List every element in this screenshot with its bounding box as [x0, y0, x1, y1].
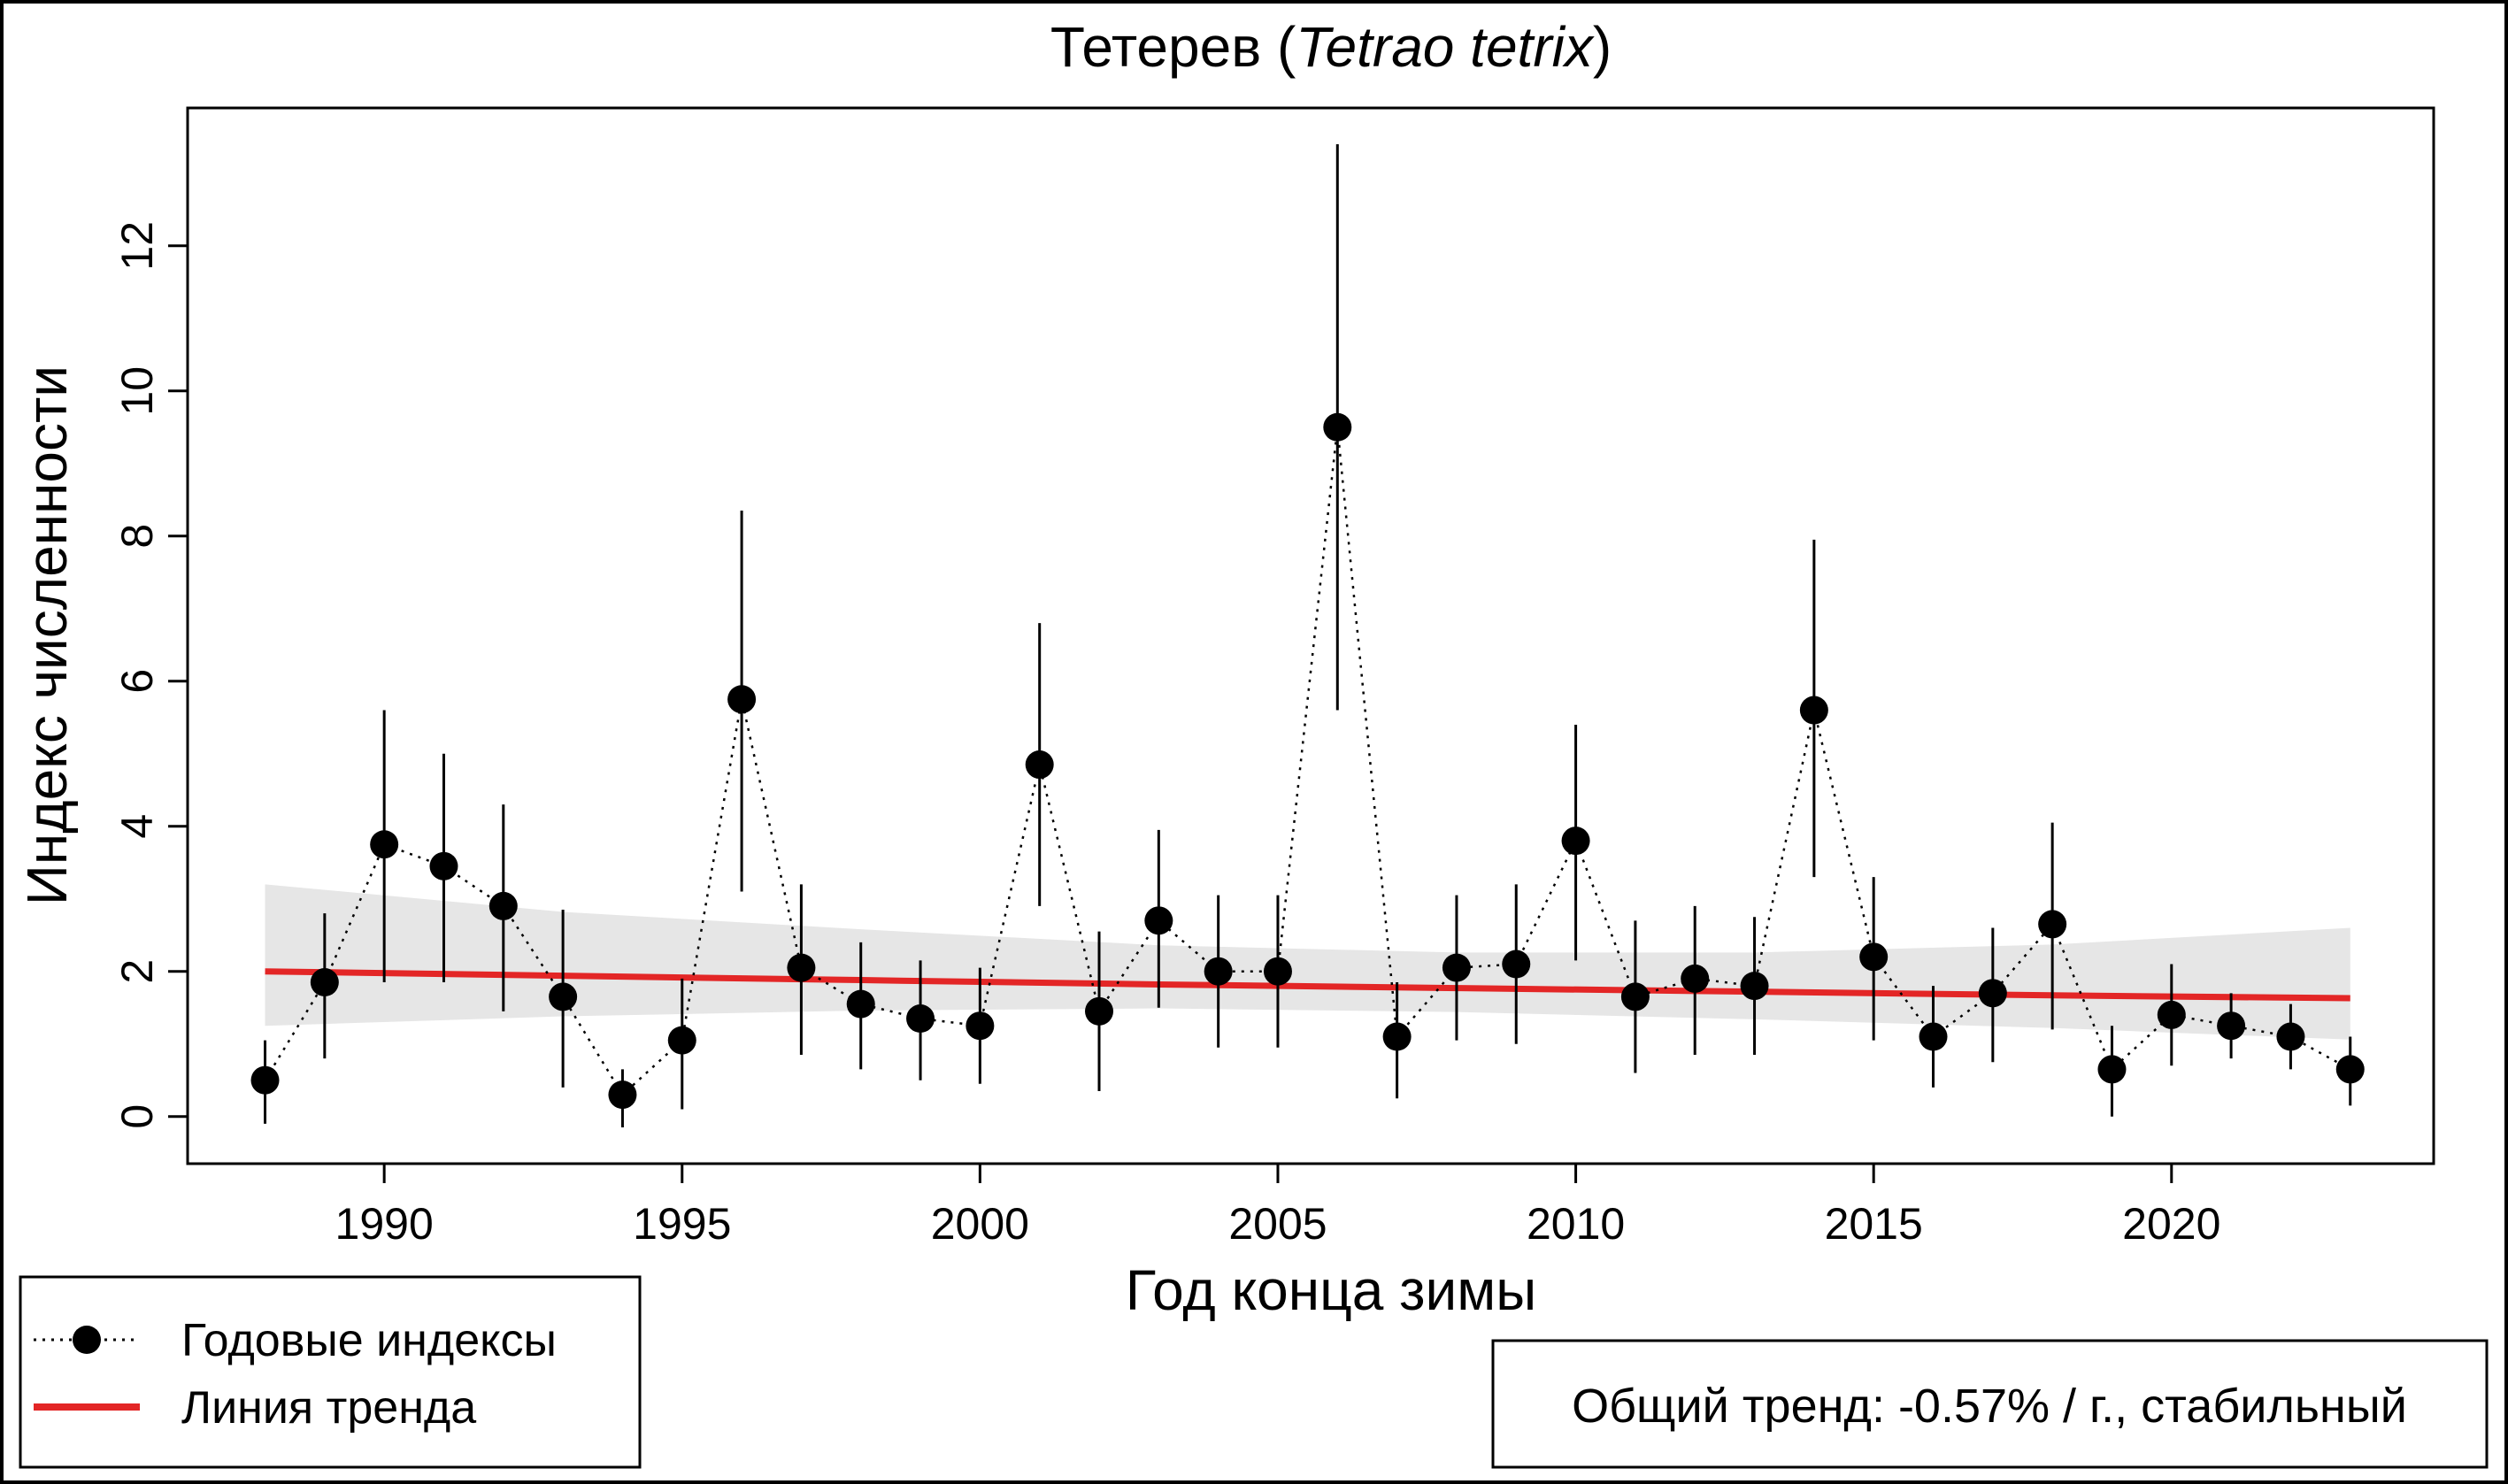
data-point-1998	[846, 989, 875, 1019]
data-point-2020	[2157, 1000, 2186, 1029]
data-point-2006	[1323, 412, 1352, 442]
x-tick-label-2015: 2015	[1825, 1199, 1923, 1249]
y-tick-label-12: 12	[112, 221, 162, 271]
data-point-2010	[1561, 827, 1590, 856]
y-tick-label-10: 10	[112, 366, 162, 416]
confidence-band-area	[265, 884, 2350, 1040]
y-tick-label-4: 4	[112, 814, 162, 839]
data-point-1993	[549, 982, 578, 1011]
data-point-2004	[1204, 957, 1233, 986]
data-point-2021	[2217, 1011, 2246, 1041]
confidence-band	[265, 884, 2350, 1040]
data-point-2011	[1620, 982, 1650, 1011]
annual-index-connector	[264, 427, 2351, 1097]
legend-points-marker	[73, 1326, 101, 1354]
trend-note-box	[1491, 1339, 2489, 1469]
data-point-2008	[1442, 953, 1471, 982]
data-point-1994	[608, 1080, 637, 1110]
x-tick-label-2020: 2020	[2122, 1199, 2220, 1249]
data-point-2000	[966, 1011, 995, 1041]
data-point-2005	[1263, 957, 1292, 986]
x-axis: 1990 1995 2000 2005 2010 2015 2020	[335, 1162, 2220, 1249]
data-point-1997	[787, 953, 816, 982]
annual-points	[250, 412, 2365, 1110]
data-point-1990	[370, 830, 399, 859]
title-close-paren: )	[1593, 15, 1612, 79]
data-point-2016	[1919, 1022, 1948, 1051]
data-point-2001	[1025, 750, 1054, 780]
trend-note: Общий тренд: -0.57% / г., стабильный	[1491, 1339, 2489, 1469]
legend: Годовые индексы Линия тренда	[19, 1275, 642, 1469]
data-point-2002	[1085, 996, 1114, 1026]
data-point-1988	[250, 1065, 280, 1095]
dotted-connector	[264, 427, 2351, 1097]
data-point-2007	[1382, 1022, 1412, 1051]
x-tick-label-1995: 1995	[633, 1199, 731, 1249]
trend-note-text: Общий тренд: -0.57% / г., стабильный	[1572, 1380, 2407, 1433]
data-point-2013	[1740, 972, 1769, 1001]
legend-points-label: Годовые индексы	[181, 1315, 557, 1366]
data-point-2009	[1502, 950, 1531, 979]
y-axis: 0 2 4 6 8 10 12	[112, 221, 189, 1129]
data-point-2022	[2276, 1022, 2305, 1051]
x-axis-label: Год конца зимы	[1126, 1258, 1536, 1322]
y-tick-label-8: 8	[112, 524, 162, 549]
y-axis-label: Индекс численности	[15, 365, 79, 905]
y-tick-label-2: 2	[112, 959, 162, 984]
data-point-2018	[2038, 910, 2067, 939]
x-tick-label-2000: 2000	[931, 1199, 1029, 1249]
data-point-2014	[1799, 696, 1828, 725]
data-point-2023	[2335, 1055, 2365, 1084]
chart-title: Тетерев (Tetrao tetrix)	[1050, 15, 1612, 79]
title-latin-name: Tetrao tetrix	[1296, 15, 1595, 79]
legend-box	[19, 1275, 642, 1469]
data-point-2003	[1144, 906, 1173, 935]
legend-trend-label: Линия тренда	[181, 1382, 476, 1434]
y-tick-label-0: 0	[112, 1104, 162, 1129]
y-tick-label-6: 6	[112, 669, 162, 694]
x-tick-label-1990: 1990	[335, 1199, 434, 1249]
data-point-2015	[1859, 942, 1889, 972]
data-point-1999	[906, 1004, 935, 1034]
x-tick-label-2010: 2010	[1527, 1199, 1625, 1249]
data-point-1992	[489, 891, 518, 920]
data-point-2017	[1978, 979, 2007, 1008]
data-point-1996	[727, 685, 757, 714]
data-point-2012	[1681, 964, 1710, 993]
title-common-name: Тетерев (	[1050, 15, 1296, 79]
data-point-1991	[429, 851, 458, 880]
data-point-2019	[2097, 1055, 2127, 1084]
data-point-1989	[310, 968, 339, 997]
data-point-1995	[667, 1026, 696, 1055]
x-tick-label-2005: 2005	[1228, 1199, 1327, 1249]
